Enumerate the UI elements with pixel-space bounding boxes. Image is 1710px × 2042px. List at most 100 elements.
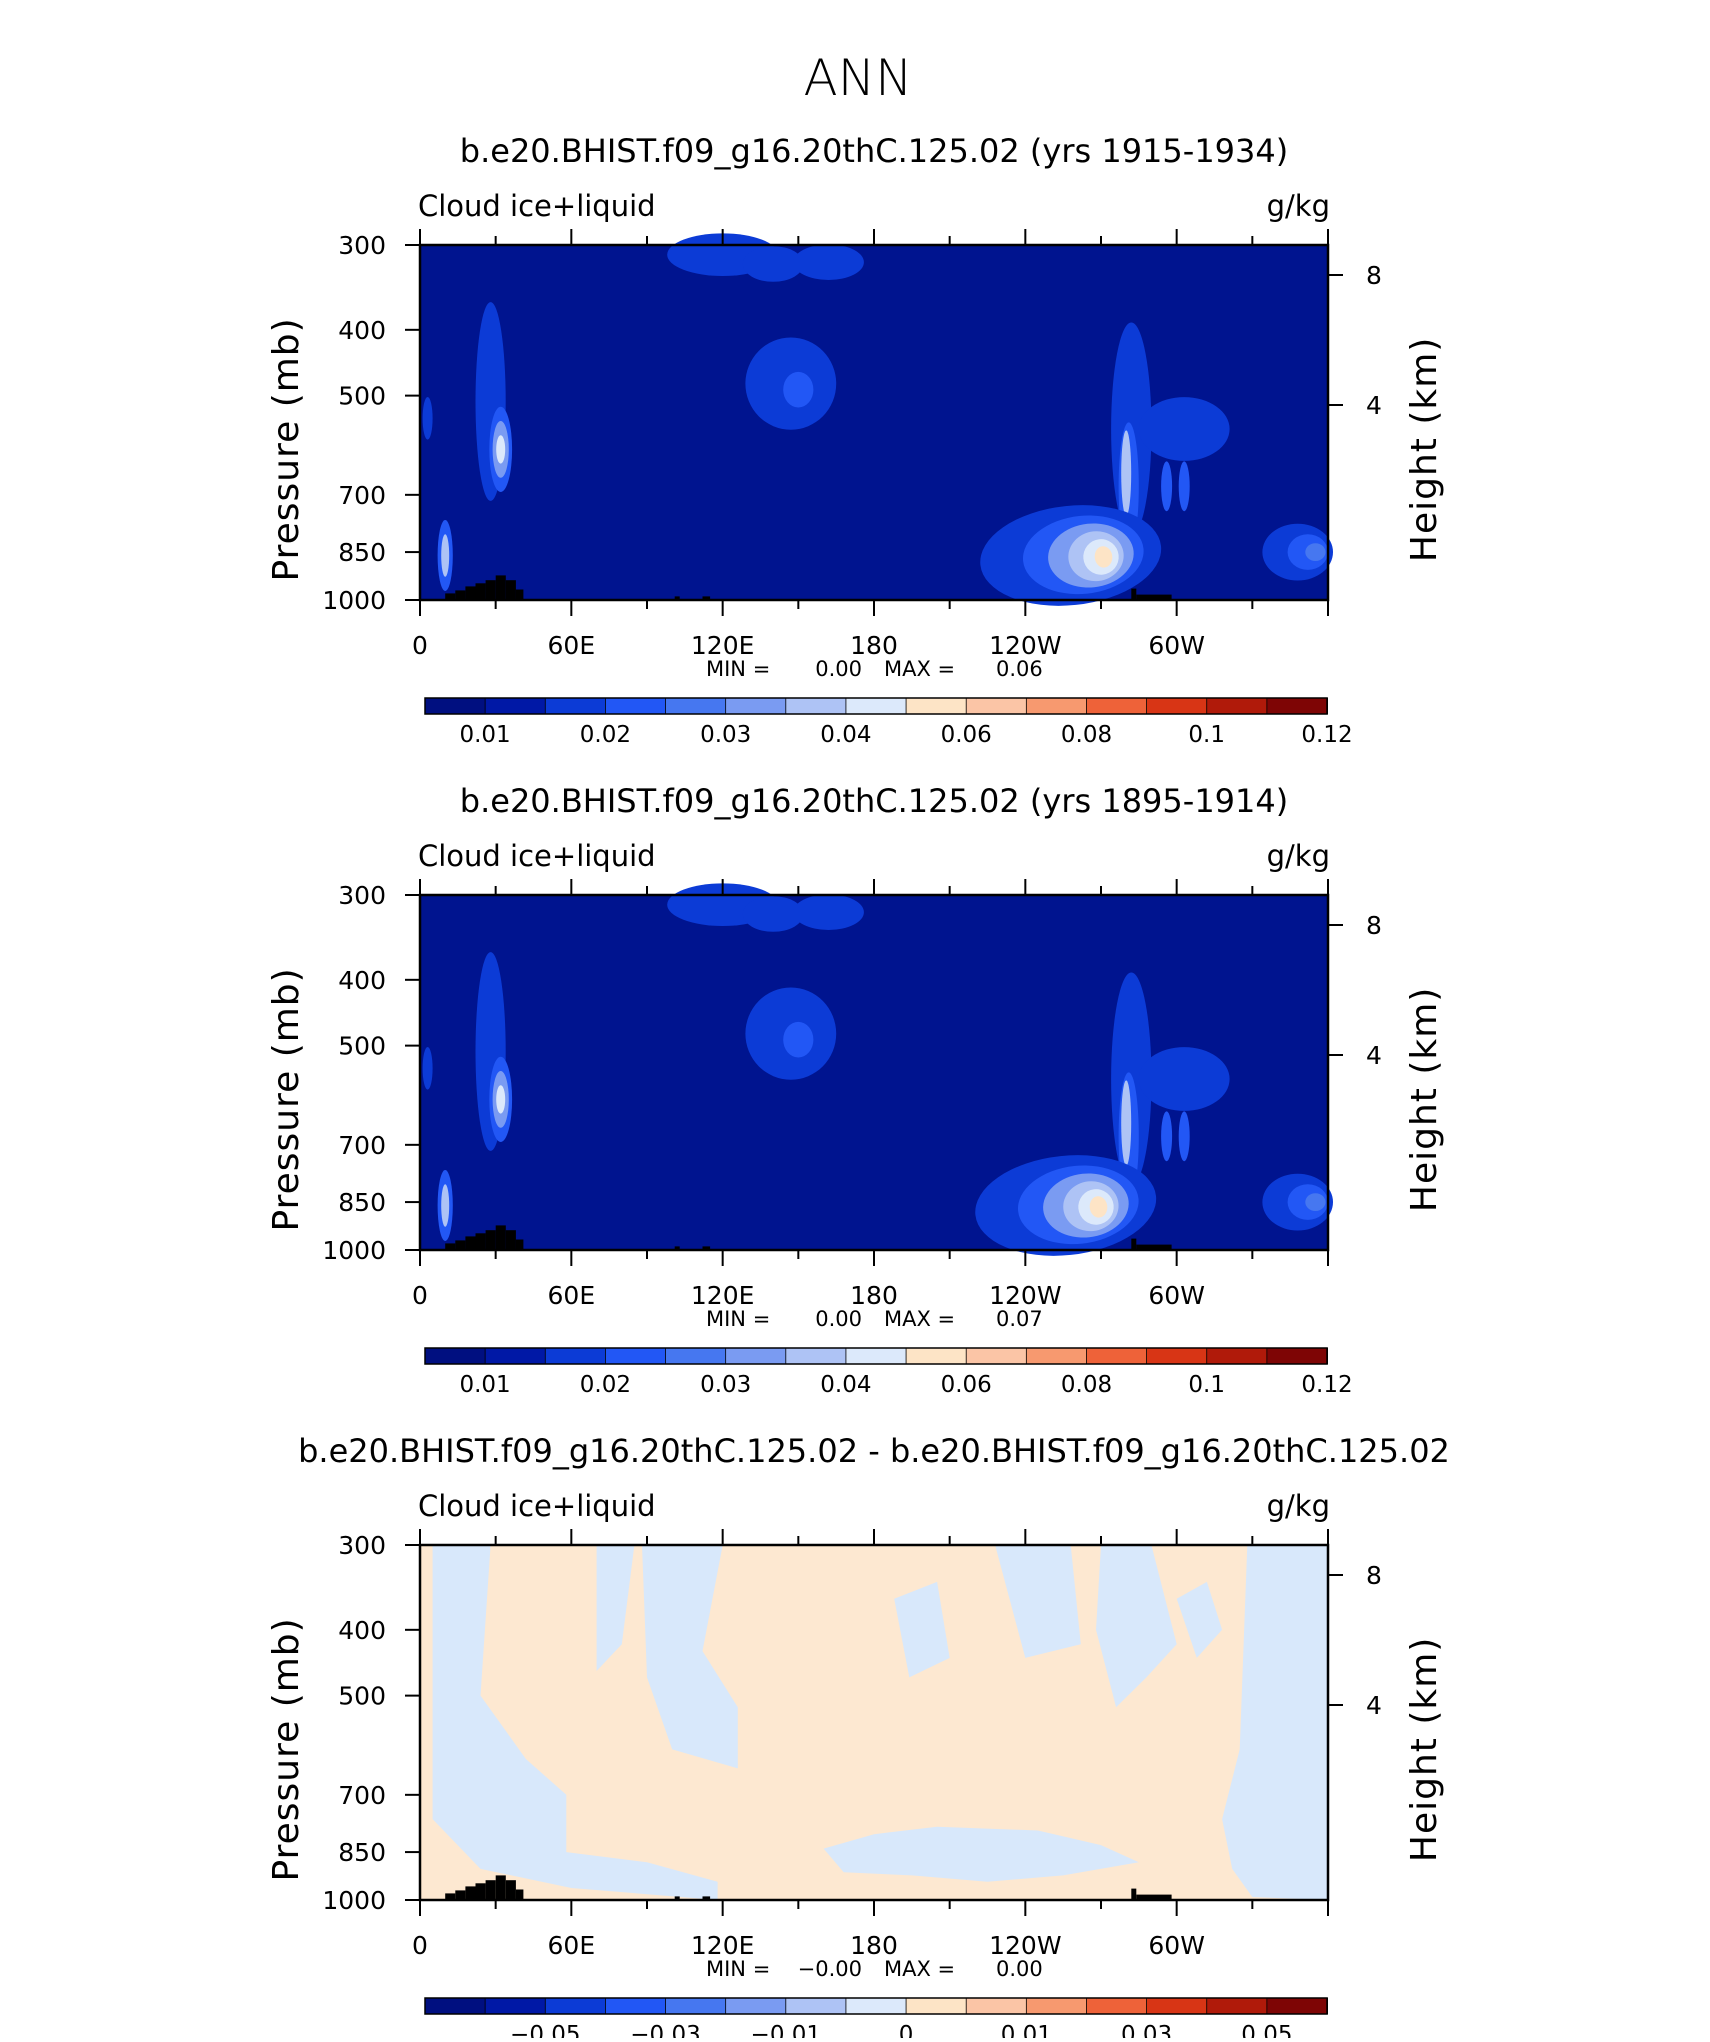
field-contour-east-plume-2 [1121,430,1132,516]
field-contour-negative-3 [682,1545,698,1582]
x-tick-label: 180 [850,631,898,660]
x-tick-label: 180 [850,1281,898,1310]
panel-title: b.e20.BHIST.f09_g16.20thC.125.02 (yrs 19… [460,132,1288,170]
y-tick-label: 300 [338,1531,386,1560]
panel-title: b.e20.BHIST.f09_g16.20thC.125.02 (yrs 18… [460,782,1288,820]
colorbar-swatch [1266,1997,1328,2015]
colorbar-swatch [1146,1997,1208,2015]
right-tick-label: 8 [1366,261,1382,290]
topography-mask [455,1240,466,1250]
topography-mask [702,1896,711,1900]
colorbar-swatch [1206,1347,1268,1365]
right-axis-label: Height (km) [1404,987,1445,1212]
colorbar-label: 0.04 [820,1372,871,1398]
y-tick-label: 850 [338,1188,386,1217]
field-contour-east-upper [1138,397,1230,461]
right-tick-label: 8 [1366,911,1382,940]
x-tick-label: 0 [412,1281,428,1310]
panel-2: b.e20.BHIST.f09_g16.20thC.125.02 (yrs 18… [266,782,1445,1398]
topography-mask [495,575,506,600]
x-tick-label: 60W [1148,1931,1205,1960]
variable-label: Cloud ice+liquid [418,839,656,873]
field-contour-negative-0 [432,1545,718,1900]
x-tick-label: 0 [412,1931,428,1960]
topography-mask [674,1896,680,1900]
y-tick-label: 1000 [322,586,386,615]
field-contour-east-edge-3 [1305,1193,1326,1211]
colorbar-label: 0.08 [1061,722,1112,748]
y-tick-label: 1000 [322,1236,386,1265]
colorbar-swatch [905,1997,968,2015]
colorbar-label: −0.01 [751,2022,821,2038]
colorbar-label: 0.06 [941,1372,992,1398]
field-contour-negative-6 [995,1545,1081,1658]
variable-label: Cloud ice+liquid [418,189,656,223]
x-tick-label: 120W [989,631,1061,660]
topography-mask [1136,1894,1172,1900]
min-label: MIN = [706,1957,770,1981]
topography-mask [455,1890,466,1900]
colorbar-swatch [725,1347,787,1365]
topography-mask [485,1230,496,1250]
min-value: 0.00 [815,657,862,681]
colorbar-swatch [785,1347,847,1365]
colorbar-swatch [665,697,727,715]
colorbar-frame [424,1347,1328,1365]
max-label: MAX = [884,1307,955,1331]
topography-mask [1136,1244,1172,1250]
colorbar-swatch [484,1347,547,1365]
figure-main-title: ANN [803,49,912,107]
x-tick-label: 120E [691,631,755,660]
y-tick-label: 700 [338,1781,386,1810]
x-tick-label: 120E [691,1281,755,1310]
y-tick-label: 400 [338,316,386,345]
topography-mask [515,589,524,600]
topography-mask [1131,588,1137,600]
y-tick-label: 700 [338,481,386,510]
field-contour-west-3 [496,435,506,464]
colorbar-swatch [1025,1997,1088,2015]
contour-field [420,883,1333,1256]
field-contour-negative-4 [894,1581,950,1678]
colorbar-swatch [1146,697,1208,715]
topography-mask [475,1883,486,1900]
topography-mask [475,583,486,600]
y-tick-label: 1000 [322,1886,386,1915]
right-tick-label: 4 [1366,1691,1382,1720]
colorbar-swatch [544,697,607,715]
colorbar-swatch [845,1347,908,1365]
topography-mask [515,1239,524,1250]
field-contour-east-streak-1 [1161,461,1173,512]
colorbar-frame [424,697,1328,715]
topography-mask [455,590,466,600]
y-axis-label: Pressure (mb) [266,1617,307,1881]
field-contour-upper-1 [742,246,804,282]
field-contour-negative-5 [823,1826,1139,1882]
colorbar-label: 0.12 [1301,722,1352,748]
field-contour-upper-2 [793,894,864,930]
field-contour-negative-2 [642,1545,738,1769]
topography-mask [505,580,516,600]
x-tick-label: 120E [691,1931,755,1960]
field-contour-east-plume-2 [1121,1080,1132,1166]
colorbar-swatch [1266,1347,1328,1365]
colorbar-label: 0.03 [700,1372,751,1398]
topography-mask [1136,594,1172,600]
max-label: MAX = [884,1957,955,1981]
x-tick-label: 60E [548,1931,596,1960]
colorbar-swatch [1266,697,1328,715]
colorbar-label: 0.1 [1188,1372,1225,1398]
field-contour-east-streak-2 [1178,1111,1190,1162]
topography-mask [495,1225,506,1250]
x-tick-label: 60W [1148,631,1205,660]
y-tick-label: 500 [338,1682,386,1711]
field-contour-deck-core [1089,1196,1108,1218]
colorbar-swatch [1086,1997,1148,2015]
colorbar-label: 0.01 [459,722,510,748]
topography-mask [1131,1238,1137,1250]
x-tick-label: 0 [412,631,428,660]
topography-mask [674,1246,680,1250]
colorbar-swatch [905,1347,968,1365]
colorbar-swatch [845,1997,908,2015]
